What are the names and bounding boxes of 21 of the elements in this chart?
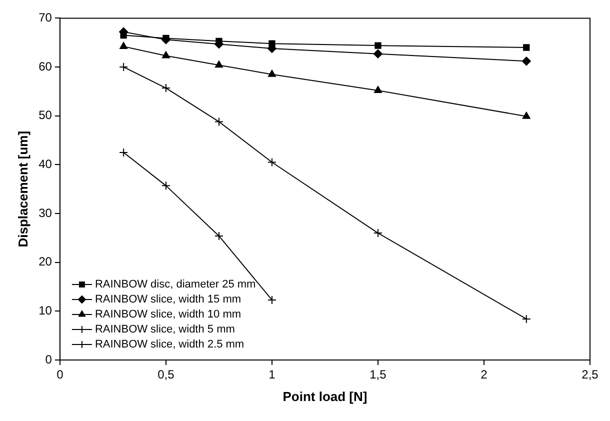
x-tick-label: 1 — [268, 368, 276, 382]
legend-label: RAINBOW slice, width 15 mm — [94, 294, 242, 306]
y-tick-label: 0 — [45, 352, 52, 366]
y-axis-title: Displacement [um] — [15, 130, 30, 248]
y-tick-label: 60 — [38, 59, 52, 74]
y-tick-label: 20 — [38, 254, 52, 269]
x-axis-title: Point load [N] — [282, 388, 368, 404]
y-tick-label: 70 — [38, 10, 52, 25]
x-tick-label: 2,5 — [582, 368, 599, 382]
legend-label: RAINBOW disc, diameter 25 mm — [94, 278, 256, 291]
legend-label: RAINBOW slice, width 10 mm — [94, 308, 242, 321]
y-tick-label: 50 — [38, 108, 52, 122]
x-tick-label: 1,5 — [370, 368, 387, 382]
y-tick-label: 40 — [38, 157, 52, 171]
legend-label: RAINBOW slice, width 2.5 mm — [94, 338, 244, 351]
y-tick-label: 30 — [38, 206, 52, 220]
x-tick-label: 0 — [56, 368, 64, 382]
x-tick-label: 2 — [480, 368, 488, 382]
x-tick-label: 0,5 — [158, 368, 175, 382]
y-tick-label: 10 — [38, 303, 52, 318]
legend-label: RAINBOW slice, width 5 mm — [94, 324, 235, 336]
